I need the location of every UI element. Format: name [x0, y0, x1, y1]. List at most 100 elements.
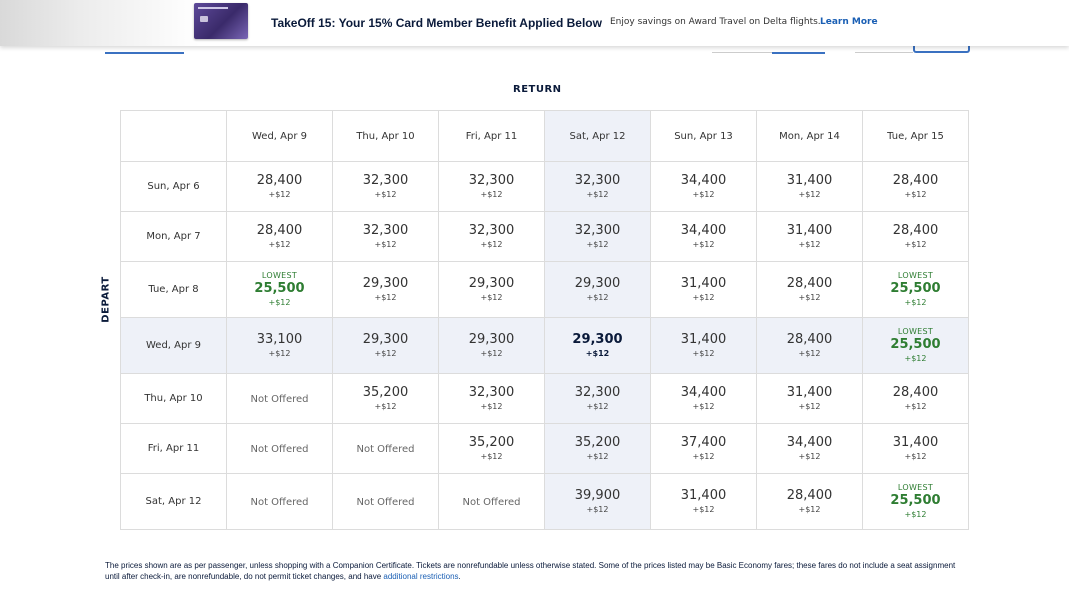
- fare-cell[interactable]: 31,400 +$12: [756, 211, 863, 262]
- fare-cell[interactable]: 32,300 +$12: [438, 211, 545, 262]
- tax-fee: +$12: [904, 189, 927, 199]
- tax-fee: +$12: [798, 504, 821, 514]
- fare-cell-not-offered: Not Offered: [226, 473, 333, 530]
- tab-underline-active[interactable]: [105, 46, 184, 54]
- miles-price: 37,400: [680, 434, 727, 450]
- fare-cell[interactable]: 29,300 +$12: [438, 317, 545, 374]
- fare-cell[interactable]: 31,400 +$12: [756, 161, 863, 212]
- price-calendar-grid: Wed, Apr 9 Thu, Apr 10 Fri, Apr 11 Sat, …: [120, 110, 969, 530]
- fare-cell[interactable]: 34,400 +$12: [650, 161, 757, 212]
- tax-fee: +$12: [904, 451, 927, 461]
- tax-fee: +$12: [480, 348, 503, 358]
- tax-fee: +$12: [692, 189, 715, 199]
- fare-cell[interactable]: 28,400 +$12: [756, 261, 863, 318]
- depart-axis-label: DEPART: [100, 276, 112, 323]
- tax-fee: +$12: [798, 451, 821, 461]
- tax-fee: +$12: [692, 504, 715, 514]
- fare-cell[interactable]: 37,400 +$12: [650, 423, 757, 474]
- miles-price: 28,400: [256, 222, 303, 238]
- fare-cell[interactable]: 28,400 +$12: [226, 211, 333, 262]
- miles-price: 32,300: [574, 172, 621, 188]
- fare-cell-not-offered: Not Offered: [332, 423, 439, 474]
- fare-cell[interactable]: 32,300 +$12: [438, 373, 545, 424]
- fare-cell[interactable]: 34,400 +$12: [756, 423, 863, 474]
- tax-fee: +$12: [692, 239, 715, 249]
- fare-cell[interactable]: LOWEST 25,500 +$12: [862, 261, 969, 318]
- fare-cell[interactable]: 35,200 +$12: [332, 373, 439, 424]
- miles-price: 35,200: [574, 434, 621, 450]
- fare-cell[interactable]: 29,300 +$12: [332, 317, 439, 374]
- fare-cell[interactable]: LOWEST 25,500 +$12: [226, 261, 333, 318]
- fare-cell[interactable]: 32,300 +$12: [544, 211, 651, 262]
- additional-restrictions-link[interactable]: additional restrictions: [383, 572, 459, 581]
- fare-cell[interactable]: 34,400 +$12: [650, 373, 757, 424]
- fare-cell[interactable]: 35,200 +$12: [438, 423, 545, 474]
- miles-price: 28,400: [786, 487, 833, 503]
- miles-price: 32,300: [574, 222, 621, 238]
- tax-fee: +$12: [480, 451, 503, 461]
- toggle-segment[interactable]: [712, 46, 772, 53]
- miles-price: 32,300: [362, 172, 409, 188]
- tax-fee: +$12: [904, 401, 927, 411]
- fare-cell[interactable]: 34,400 +$12: [650, 211, 757, 262]
- depart-row: Sat, Apr 12 Not Offered Not Offered Not Off…: [120, 473, 969, 530]
- fare-cell[interactable]: 31,400 +$12: [650, 261, 757, 318]
- fare-cell[interactable]: 32,300 +$12: [438, 161, 545, 212]
- tax-fee: +$12: [268, 348, 291, 358]
- fare-cell[interactable]: 28,400 +$12: [862, 211, 969, 262]
- fare-cell[interactable]: 29,300 +$12: [332, 261, 439, 318]
- lowest-badge: LOWEST: [897, 327, 934, 336]
- tax-fee: +$12: [798, 239, 821, 249]
- return-date-header: Tue, Apr 15: [862, 110, 969, 162]
- miles-price: 32,300: [362, 222, 409, 238]
- fare-cell[interactable]: 31,400 +$12: [650, 317, 757, 374]
- depart-date-header: Thu, Apr 10: [120, 373, 227, 424]
- tax-fee: +$12: [904, 298, 927, 307]
- not-offered-label: Not Offered: [250, 497, 309, 508]
- lowest-badge: LOWEST: [261, 271, 298, 280]
- miles-price: 25,500: [890, 493, 941, 508]
- fare-cell[interactable]: 29,300 +$12: [438, 261, 545, 318]
- miles-price: 33,100: [256, 331, 303, 347]
- miles-price: 31,400: [786, 172, 833, 188]
- fare-cell[interactable]: 35,200 +$12: [544, 423, 651, 474]
- toggle-segment-active[interactable]: [772, 46, 825, 54]
- fare-cell[interactable]: 39,900 +$12: [544, 473, 651, 530]
- toggle-segment-active[interactable]: [913, 46, 970, 53]
- fare-disclaimer: The prices shown are as per passenger, u…: [105, 560, 965, 582]
- fare-cell[interactable]: 32,300 +$12: [332, 161, 439, 212]
- fare-cell[interactable]: 28,400 +$12: [756, 317, 863, 374]
- fare-cell[interactable]: 33,100 +$12: [226, 317, 333, 374]
- lowest-badge: LOWEST: [897, 271, 934, 280]
- not-offered-label: Not Offered: [356, 497, 415, 508]
- fare-cell-selected[interactable]: 29,300 +$12: [544, 317, 651, 374]
- fare-cell[interactable]: 28,400 +$12: [756, 473, 863, 530]
- fare-cell[interactable]: LOWEST 25,500 +$12: [862, 317, 969, 374]
- fare-cell[interactable]: 31,400 +$12: [862, 423, 969, 474]
- fare-cell[interactable]: 29,300 +$12: [544, 261, 651, 318]
- fare-cell[interactable]: 32,300 +$12: [332, 211, 439, 262]
- miles-price: 34,400: [680, 222, 727, 238]
- fare-cell[interactable]: 32,300 +$12: [544, 161, 651, 212]
- depart-date-header: Sat, Apr 12: [120, 473, 227, 530]
- depart-row: Tue, Apr 8 LOWEST 25,500 +$12 29,300 +$12 29,3…: [120, 261, 969, 318]
- not-offered-label: Not Offered: [356, 444, 415, 455]
- fare-cell[interactable]: 28,400 +$12: [862, 373, 969, 424]
- tax-fee: +$12: [480, 401, 503, 411]
- depart-date-header: Fri, Apr 11: [120, 423, 227, 474]
- fare-cell[interactable]: 31,400 +$12: [756, 373, 863, 424]
- promo-banner: TakeOff 15: Your 15% Card Member Benefit…: [0, 0, 1069, 46]
- fare-cell[interactable]: 31,400 +$12: [650, 473, 757, 530]
- disclaimer-text: The prices shown are as per passenger, u…: [105, 561, 956, 581]
- credit-card-image: [194, 3, 248, 39]
- fare-cell[interactable]: 28,400 +$12: [226, 161, 333, 212]
- fare-cell[interactable]: 32,300 +$12: [544, 373, 651, 424]
- fare-cell[interactable]: LOWEST 25,500 +$12: [862, 473, 969, 530]
- fare-cell[interactable]: 28,400 +$12: [862, 161, 969, 212]
- grid-body: Sun, Apr 6 28,400 +$12 32,300 +$12 32,300 +$12…: [120, 161, 969, 530]
- miles-price: 29,300: [468, 275, 515, 291]
- miles-price: 35,200: [362, 384, 409, 400]
- learn-more-link[interactable]: Learn More: [820, 17, 878, 27]
- toggle-segment[interactable]: [855, 46, 913, 53]
- miles-price: 28,400: [892, 172, 939, 188]
